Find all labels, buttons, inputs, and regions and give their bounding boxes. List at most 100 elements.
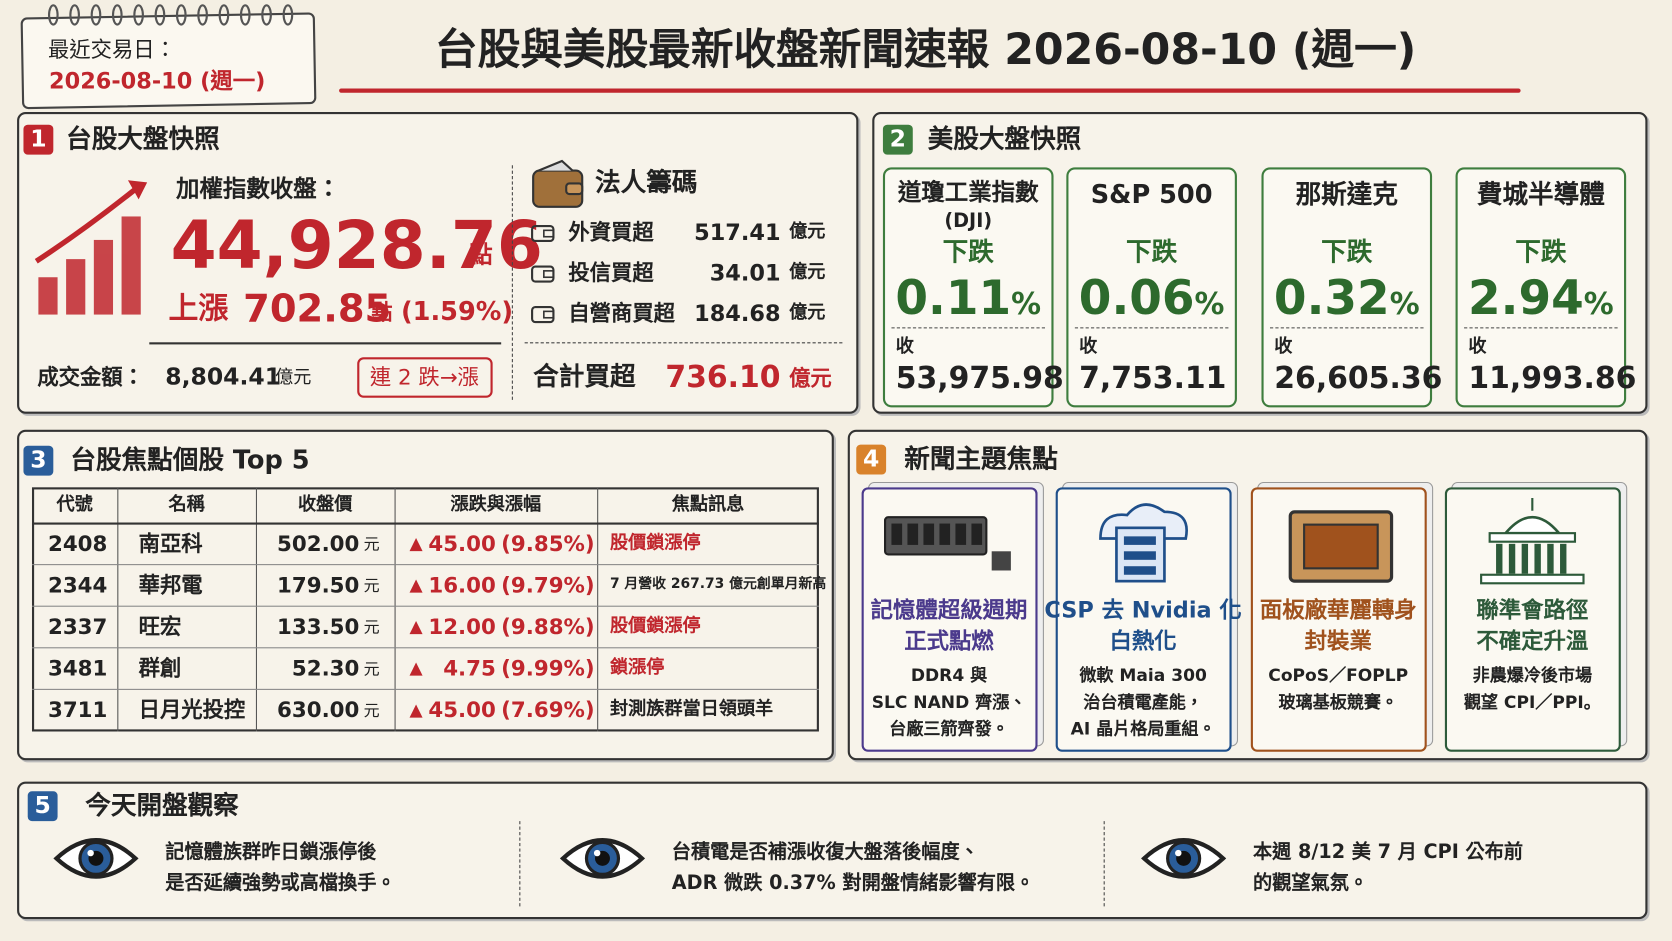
stock-name: 日月光投控 bbox=[138, 696, 246, 723]
pct-value: 0.32 bbox=[1273, 271, 1390, 326]
index-name: 費城半導體 bbox=[1476, 179, 1605, 210]
institution-unit: 億元 bbox=[789, 220, 826, 243]
badge-label: 最近交易日： bbox=[47, 36, 176, 63]
news-title: 記憶體超級週期 bbox=[870, 597, 1028, 623]
stock-change: 45.00 bbox=[428, 696, 496, 723]
section-badge bbox=[23, 124, 54, 155]
stock-name: 華邦電 bbox=[138, 572, 203, 598]
index-sub: (DJI) bbox=[944, 209, 993, 233]
divider bbox=[255, 487, 257, 732]
divider bbox=[31, 688, 819, 690]
direction: 下跌 bbox=[1126, 236, 1178, 267]
watch-text: 本週 8/12 美 7 月 CPI 公布前 bbox=[1252, 840, 1524, 864]
section-badge bbox=[27, 791, 58, 822]
stock-price: 133.50 bbox=[277, 613, 360, 640]
total-value: 736.10 bbox=[665, 359, 781, 395]
growth-icon bbox=[34, 180, 148, 315]
divider bbox=[1103, 821, 1105, 907]
up-arrow: ▲ bbox=[409, 616, 423, 637]
icon-part bbox=[1123, 551, 1156, 560]
icon-part bbox=[1123, 566, 1156, 575]
change-pct: (1.59%) bbox=[400, 296, 514, 327]
icon-part bbox=[1496, 543, 1503, 574]
pct-row: 0.32% bbox=[1274, 271, 1420, 325]
column-header: 收盤價 bbox=[298, 493, 353, 516]
icon-part bbox=[991, 551, 1011, 571]
stock-name: 旺宏 bbox=[138, 613, 182, 640]
icon-part bbox=[121, 216, 141, 315]
row-icon bbox=[531, 224, 555, 243]
panel bbox=[17, 429, 834, 761]
news-body: 治台積電產能， bbox=[1083, 691, 1203, 713]
section-badge bbox=[856, 444, 887, 475]
section-number: 1 bbox=[30, 126, 47, 153]
close-value: 11,993.86 bbox=[1468, 360, 1637, 396]
pct-row: 0.11% bbox=[895, 271, 1041, 325]
eye-icon bbox=[1141, 838, 1227, 879]
icon-part bbox=[565, 182, 584, 196]
icon-part bbox=[1560, 543, 1567, 574]
stock-code: 3481 bbox=[47, 655, 108, 681]
index-card bbox=[1066, 167, 1237, 408]
section-number: 3 bbox=[30, 447, 47, 474]
index-name: 那斯達克 bbox=[1295, 179, 1398, 210]
icon-part bbox=[1480, 573, 1585, 585]
streak: 連 2 跌→漲 bbox=[369, 364, 479, 390]
section-heading: 新聞主題焦點 bbox=[904, 443, 1058, 474]
icon-part bbox=[218, 4, 230, 26]
index-card bbox=[882, 167, 1054, 408]
stock-price: 502.00 bbox=[277, 530, 360, 557]
close-value: 53,975.98 bbox=[895, 360, 1064, 396]
panel bbox=[17, 111, 859, 414]
icon-part bbox=[1508, 543, 1516, 574]
index-card bbox=[1455, 167, 1627, 408]
divider bbox=[1074, 327, 1229, 329]
divider bbox=[149, 342, 502, 345]
institution-name: 自營商買超 bbox=[568, 300, 675, 326]
news-icon bbox=[1288, 510, 1394, 583]
pct-unit: % bbox=[1389, 286, 1420, 322]
icon-part bbox=[531, 265, 555, 283]
divider bbox=[891, 327, 1046, 329]
total-unit: 億元 bbox=[789, 365, 832, 391]
pct-unit: % bbox=[1011, 286, 1042, 322]
news-body: SLC NAND 齊漲、 bbox=[871, 691, 1027, 713]
icon-part bbox=[175, 4, 187, 26]
news-title: 面板廠華麗轉身 bbox=[1259, 597, 1417, 623]
icon-part bbox=[543, 270, 555, 279]
icon-part bbox=[531, 306, 555, 324]
stock-price: 52.30 bbox=[291, 655, 360, 681]
icon-part bbox=[1303, 523, 1379, 570]
column-header: 代號 bbox=[56, 493, 93, 516]
news-title: 封裝業 bbox=[1304, 627, 1372, 654]
institutional-heading: 法人籌碼 bbox=[595, 167, 698, 198]
institution-value: 517.41 bbox=[694, 219, 781, 246]
section-heading: 今天開盤觀察 bbox=[85, 790, 239, 821]
icon-part bbox=[38, 216, 141, 315]
close-value: 7,753.11 bbox=[1079, 360, 1227, 396]
up-arrow: ▲ bbox=[409, 574, 423, 595]
up-arrow: ▲ bbox=[409, 699, 423, 720]
icon-part bbox=[538, 159, 574, 172]
news-title: 正式點燃 bbox=[904, 627, 994, 654]
icon-part bbox=[1123, 536, 1156, 545]
divider bbox=[511, 165, 513, 400]
news-icon bbox=[883, 516, 1011, 571]
close-value: 26,605.36 bbox=[1274, 360, 1443, 396]
divider bbox=[524, 342, 843, 344]
divider bbox=[394, 487, 396, 732]
up-arrow: ▲ bbox=[409, 657, 423, 678]
divider bbox=[31, 522, 819, 525]
pct-row: 0.06% bbox=[1079, 271, 1225, 325]
watch-text: 記憶體族群昨日鎖漲停後 bbox=[165, 840, 377, 864]
icon-part bbox=[1502, 516, 1562, 535]
institution-value: 34.01 bbox=[709, 260, 781, 286]
divider bbox=[597, 487, 599, 732]
section-badge bbox=[23, 445, 54, 476]
icon-part bbox=[66, 259, 86, 315]
stock-price: 179.50 bbox=[277, 572, 360, 598]
streak-box bbox=[357, 357, 493, 398]
icon-part bbox=[1534, 543, 1541, 574]
